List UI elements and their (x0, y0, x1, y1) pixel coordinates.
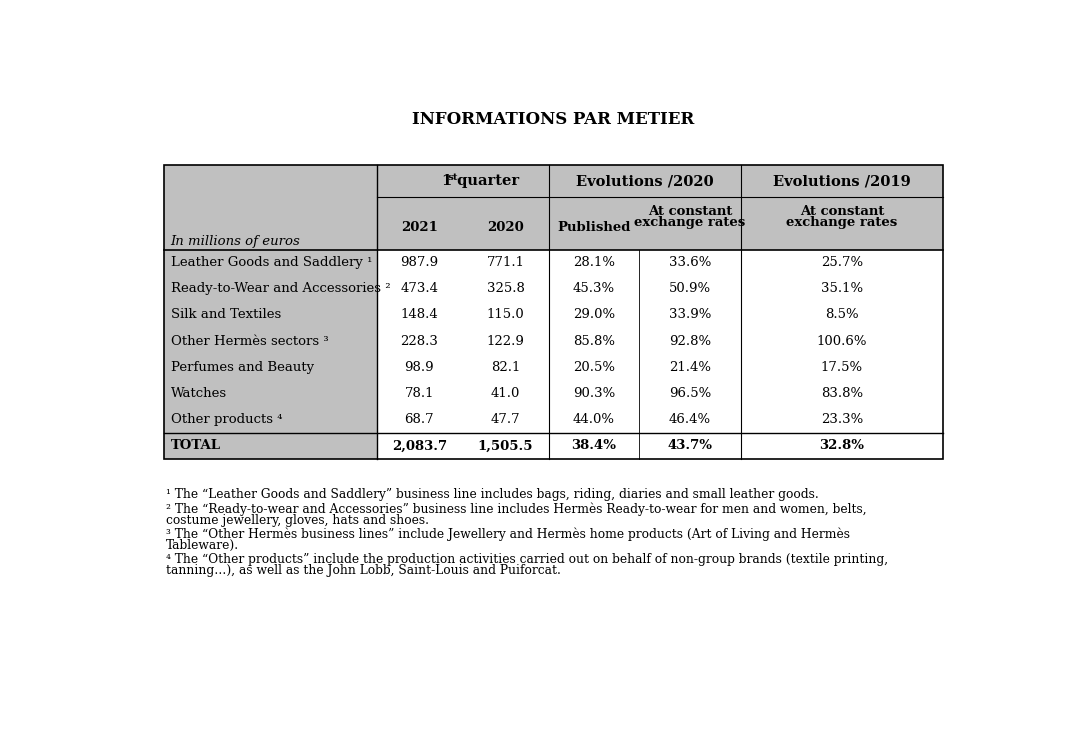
Text: 115.0: 115.0 (487, 308, 524, 321)
Text: 90.3%: 90.3% (572, 387, 615, 400)
Text: quarter: quarter (451, 174, 519, 188)
Text: 25.7%: 25.7% (821, 256, 863, 269)
Text: ² The “Ready-to-wear and Accessories” business line includes Hermès Ready-to-wea: ² The “Ready-to-wear and Accessories” bu… (166, 502, 866, 515)
Text: 83.8%: 83.8% (821, 387, 863, 400)
Text: st: st (447, 173, 458, 182)
Text: 987.9: 987.9 (401, 256, 438, 269)
Text: 41.0: 41.0 (490, 387, 521, 400)
Text: 33.6%: 33.6% (669, 256, 711, 269)
Text: costume jewellery, gloves, hats and shoes.: costume jewellery, gloves, hats and shoe… (166, 514, 429, 526)
Text: 85.8%: 85.8% (572, 335, 615, 348)
Text: 43.7%: 43.7% (667, 439, 713, 452)
Text: TOTAL: TOTAL (171, 439, 220, 452)
Text: INFORMATIONS PAR METIER: INFORMATIONS PAR METIER (413, 111, 694, 128)
Text: 1: 1 (441, 174, 451, 188)
Text: 96.5%: 96.5% (669, 387, 711, 400)
Text: 21.4%: 21.4% (669, 361, 711, 374)
Text: 23.3%: 23.3% (821, 413, 863, 426)
Text: Other products ⁴: Other products ⁴ (171, 413, 282, 426)
Bar (377, 165, 943, 197)
Text: 228.3: 228.3 (401, 335, 438, 348)
Text: 28.1%: 28.1% (572, 256, 615, 269)
Text: Perfumes and Beauty: Perfumes and Beauty (171, 361, 314, 374)
Text: Ready-to-Wear and Accessories ²: Ready-to-Wear and Accessories ² (171, 283, 390, 295)
Text: 771.1: 771.1 (486, 256, 525, 269)
Text: exchange rates: exchange rates (786, 216, 897, 228)
Text: Silk and Textiles: Silk and Textiles (171, 308, 281, 321)
Text: 29.0%: 29.0% (572, 308, 615, 321)
Text: ¹ The “Leather Goods and Saddlery” business line includes bags, riding, diaries : ¹ The “Leather Goods and Saddlery” busin… (166, 488, 819, 501)
Text: 68.7: 68.7 (405, 413, 434, 426)
Text: 32.8%: 32.8% (820, 439, 864, 452)
Text: 2,083.7: 2,083.7 (392, 439, 447, 452)
Text: At constant: At constant (799, 205, 885, 218)
Text: 78.1: 78.1 (405, 387, 434, 400)
Text: 2021: 2021 (401, 221, 437, 234)
Text: 8.5%: 8.5% (825, 308, 859, 321)
Text: 47.7: 47.7 (490, 413, 521, 426)
Text: Published: Published (557, 221, 631, 234)
Text: Leather Goods and Saddlery ¹: Leather Goods and Saddlery ¹ (171, 256, 372, 269)
Text: 35.1%: 35.1% (821, 283, 863, 295)
Text: Evolutions /2020: Evolutions /2020 (576, 174, 714, 188)
Text: 1,505.5: 1,505.5 (477, 439, 534, 452)
Text: Evolutions /2019: Evolutions /2019 (773, 174, 910, 188)
Text: Watches: Watches (171, 387, 227, 400)
Text: 82.1: 82.1 (490, 361, 521, 374)
Bar (164, 165, 377, 459)
Text: 20.5%: 20.5% (572, 361, 615, 374)
Text: 100.6%: 100.6% (816, 335, 867, 348)
Text: 92.8%: 92.8% (669, 335, 711, 348)
Text: 148.4: 148.4 (401, 308, 438, 321)
Text: 50.9%: 50.9% (669, 283, 711, 295)
Text: At constant: At constant (648, 205, 732, 218)
Bar (377, 197, 943, 250)
Text: 44.0%: 44.0% (572, 413, 615, 426)
Text: 45.3%: 45.3% (572, 283, 615, 295)
Text: 2020: 2020 (487, 221, 524, 234)
Text: exchange rates: exchange rates (634, 216, 745, 228)
Bar (164, 165, 943, 459)
Text: 38.4%: 38.4% (571, 439, 617, 452)
Text: 46.4%: 46.4% (669, 413, 711, 426)
Text: ³ The “Other Hermès business lines” include Jewellery and Hermès home products (: ³ The “Other Hermès business lines” incl… (166, 528, 850, 541)
Text: tanning…), as well as the John Lobb, Saint-Louis and Puiforcat.: tanning…), as well as the John Lobb, Sai… (166, 564, 561, 578)
Text: Tableware).: Tableware). (166, 539, 239, 552)
Text: 98.9: 98.9 (405, 361, 434, 374)
Text: ⁴ The “Other products” include the production activities carried out on behalf o: ⁴ The “Other products” include the produ… (166, 553, 888, 566)
Text: Other Hermès sectors ³: Other Hermès sectors ³ (171, 335, 328, 348)
Text: 325.8: 325.8 (486, 283, 525, 295)
Text: 473.4: 473.4 (401, 283, 438, 295)
Text: 33.9%: 33.9% (669, 308, 711, 321)
Text: 17.5%: 17.5% (821, 361, 863, 374)
Text: 122.9: 122.9 (486, 335, 525, 348)
Text: In millions of euros: In millions of euros (171, 236, 300, 248)
